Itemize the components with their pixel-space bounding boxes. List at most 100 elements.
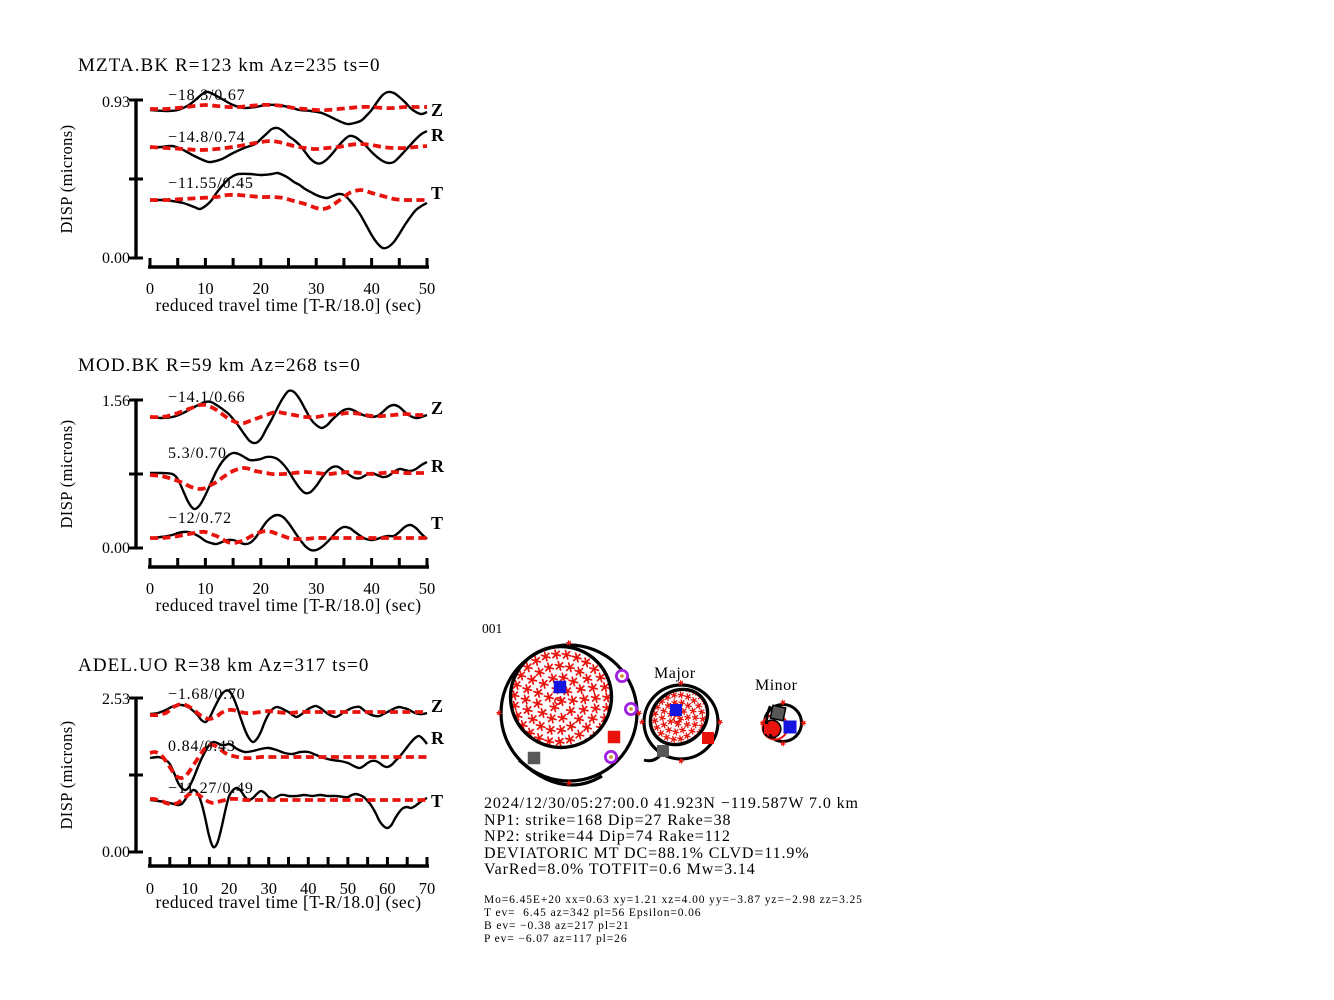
y-max-label: 2.53 (102, 691, 130, 708)
observed-trace-Z (149, 90, 428, 126)
asterisk-mark (532, 698, 543, 709)
asterisk-mark (538, 678, 549, 689)
asterisk-mark (522, 662, 533, 673)
x-tick-label: 10 (181, 879, 198, 898)
asterisk-mark (558, 672, 569, 683)
station-title: MOD.BK R=59 km Az=268 ts=0 (78, 355, 361, 376)
trace-annotation: 0.84/0.43 (168, 738, 236, 755)
component-label: R (431, 728, 445, 748)
asterisk-mark (581, 722, 593, 733)
x-tick-label: 30 (260, 879, 277, 898)
asterisk-mark (677, 735, 685, 743)
beachball-label-minor: Minor (755, 677, 798, 694)
asterisk-mark (582, 673, 593, 684)
x-tick-label: 50 (419, 279, 436, 298)
asterisk-mark (520, 694, 531, 705)
asterisk-mark (636, 710, 642, 716)
asterisk-mark (657, 729, 665, 737)
synthetic-trace-R (149, 466, 427, 491)
purple-circle-dot (620, 674, 624, 678)
component-label: T (431, 183, 443, 203)
asterisk-mark (691, 714, 699, 722)
marker-square-gray (657, 745, 669, 757)
asterisk-mark (567, 695, 579, 706)
y-axis-title: DISP (microns) (57, 720, 76, 829)
x-tick-label: 30 (308, 579, 325, 598)
mt-detail-line: B ev= −0.38 az=217 pl=21 (484, 920, 630, 932)
asterisk-mark (691, 721, 699, 729)
asterisk-mark (573, 714, 585, 725)
y-min-label: 0.00 (102, 844, 130, 861)
asterisk-mark (561, 649, 572, 660)
mt-detail-line: P ev= −6.07 az=117 pl=26 (484, 933, 627, 945)
x-tick-label: 10 (197, 279, 214, 298)
y-axis-title: DISP (microns) (57, 124, 76, 233)
y-axis-title: DISP (microns) (57, 419, 76, 528)
asterisk-mark (568, 676, 579, 687)
asterisk-mark (780, 740, 786, 747)
x-tick-label: 70 (419, 879, 436, 898)
marker-square-red (607, 730, 621, 744)
station-plot-MOD.BK (129, 389, 429, 569)
purple-circle-dot (609, 755, 613, 759)
asterisk-mark (679, 726, 687, 734)
asterisk-mark (549, 702, 560, 713)
asterisk-mark (544, 736, 555, 747)
marker-square-blue (553, 680, 567, 694)
marker-square-red (702, 732, 714, 744)
asterisk-mark (527, 674, 538, 685)
trace-annotation: −14.1/0.66 (168, 389, 245, 406)
beachball-main (496, 640, 642, 787)
x-tick-label: 0 (146, 579, 154, 598)
mt-detail-line: T ev= 6.45 az=342 pl=56 Epsilon=0.06 (484, 907, 701, 919)
asterisk-mark (537, 707, 548, 719)
asterisk-mark (780, 699, 786, 706)
x-tick-label: 20 (253, 279, 270, 298)
asterisk-mark (672, 728, 680, 736)
asterisk-mark (566, 721, 577, 732)
component-label: T (431, 513, 443, 533)
asterisk-mark (547, 673, 558, 684)
asterisk-mark (674, 720, 682, 728)
x-axis-title: reduced travel time [T-R/18.0] (sec) (156, 295, 422, 315)
event-info-line: VarRed=8.0% TOTFIT=0.6 Mw=3.14 (484, 861, 756, 878)
asterisk-mark (574, 729, 585, 740)
observed-trace-R (149, 126, 428, 165)
asterisk-mark (550, 649, 562, 660)
asterisk-mark (496, 710, 502, 716)
asterisk-mark (540, 651, 551, 662)
station-plot-MZTA.BK (129, 90, 429, 269)
station-title: MZTA.BK R=123 km Az=235 ts=0 (78, 55, 381, 76)
compressional-quadrant-fill (643, 683, 715, 756)
asterisk-mark (574, 666, 585, 677)
station-plot-ADEL.UO (129, 689, 429, 868)
asterisk-mark (698, 708, 706, 716)
asterisk-mark (545, 724, 556, 736)
station-title: ADEL.UO R=38 km Az=317 ts=0 (78, 655, 369, 676)
nodal-curve (765, 705, 774, 739)
asterisk-mark (660, 721, 668, 729)
purple-circle-dot (629, 707, 633, 711)
x-tick-label: 10 (197, 579, 214, 598)
component-label: Z (431, 100, 443, 120)
asterisk-mark (564, 734, 576, 745)
asterisk-mark (522, 704, 533, 716)
asterisk-mark (639, 719, 645, 725)
synthetic-trace-Z (149, 102, 427, 113)
asterisk-mark (695, 702, 703, 710)
asterisk-mark (587, 682, 599, 693)
asterisk-mark (759, 720, 766, 726)
asterisk-mark (684, 713, 692, 721)
event-info-line: NP1: strike=168 Dip=27 Rake=38 (484, 812, 731, 829)
synthetic-trace-T (149, 188, 427, 211)
asterisk-mark (683, 720, 691, 729)
asterisk-mark (590, 703, 601, 714)
synthetic-trace-T (149, 529, 427, 545)
beachball-minor (759, 699, 807, 747)
asterisk-mark (690, 697, 698, 705)
asterisk-mark (535, 721, 546, 732)
asterisk-mark (653, 723, 661, 732)
event-info-line: 2024/12/30/05:27:00.0 41.923N −119.587W … (484, 795, 859, 812)
